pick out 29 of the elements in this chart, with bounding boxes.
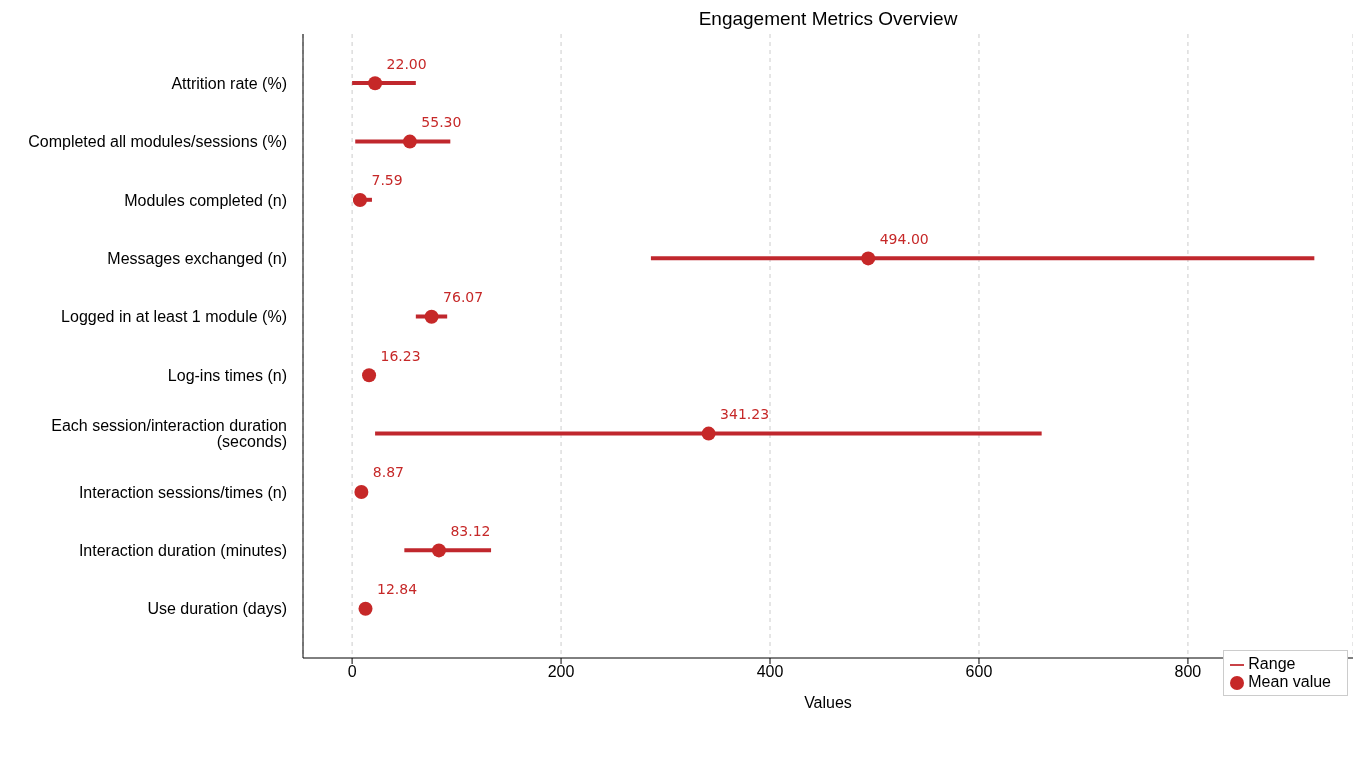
- data-label: 494.00: [879, 230, 929, 247]
- chart-title: Engagement Metrics Overview: [697, 8, 959, 31]
- y-tick-label: Completed all modules/sessions (%): [28, 133, 287, 151]
- y-tick-label: Interaction duration (minutes): [78, 542, 287, 560]
- data-label: 8.87: [372, 464, 405, 481]
- y-tick-label: Use duration (days): [147, 600, 287, 618]
- y-tick-label: Interaction sessions/times (n): [78, 483, 287, 501]
- x-tick-label: 600: [965, 663, 993, 681]
- y-tick-label: Modules completed (n): [124, 191, 287, 209]
- data-label: 341.23: [720, 406, 770, 423]
- x-tick-label: 400: [756, 663, 784, 681]
- data-label: 12.84: [377, 581, 418, 598]
- y-tick-label: Attrition rate (%): [171, 74, 287, 92]
- data-label: 83.12: [450, 522, 491, 539]
- legend-label: Mean value: [1248, 673, 1331, 690]
- data-label: 22.00: [386, 55, 427, 72]
- x-tick-label: 200: [547, 663, 575, 681]
- y-tick-label: Messages exchanged (n): [107, 250, 287, 268]
- data-label: 76.07: [443, 289, 484, 306]
- data-label: 16.23: [380, 347, 421, 364]
- y-tick-label: Log-ins times (n): [167, 366, 287, 384]
- data-label: 55.30: [421, 114, 462, 131]
- y-tick-label: Each session/interaction duration (seconds): [51, 417, 287, 451]
- data-label: 7.59: [371, 172, 403, 189]
- legend-label: Range: [1248, 655, 1296, 672]
- x-tick-label: 800: [1174, 663, 1202, 681]
- x-axis-title: Values: [804, 694, 852, 711]
- y-tick-label: Logged in at least 1 module (%): [61, 308, 287, 326]
- x-tick-label: 0: [347, 663, 357, 681]
